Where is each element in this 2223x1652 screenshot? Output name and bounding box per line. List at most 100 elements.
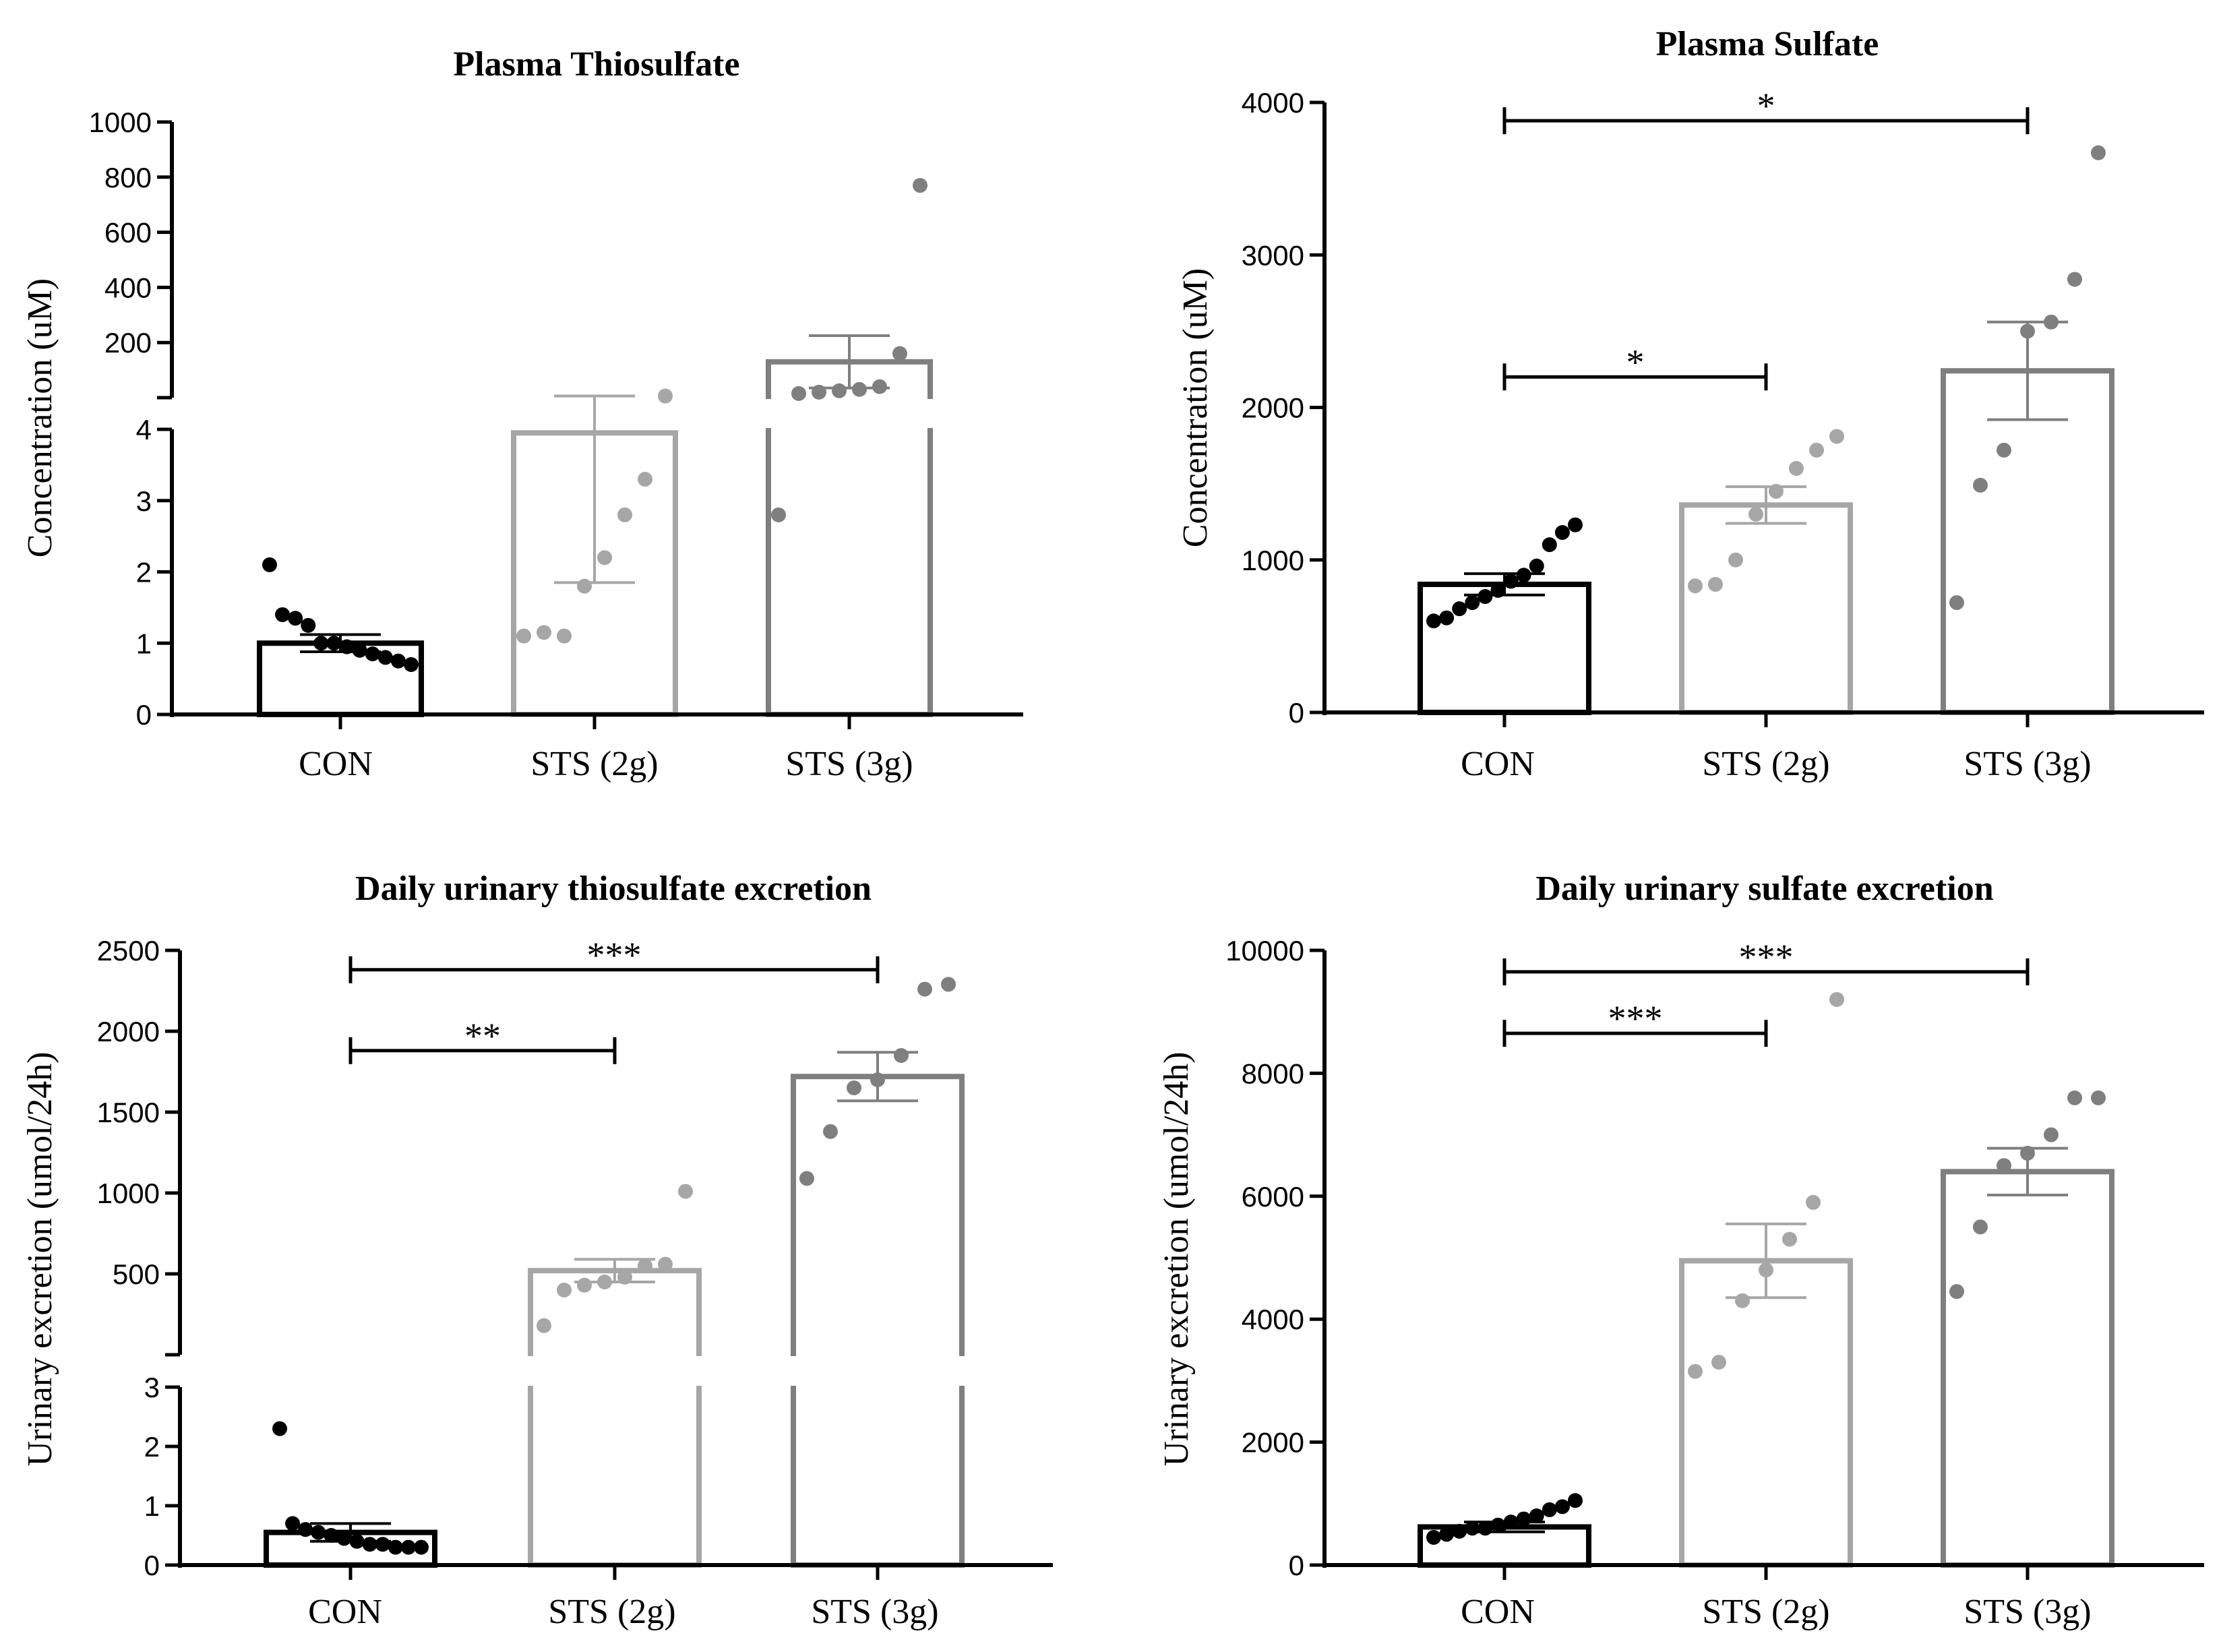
data-point — [1568, 517, 1583, 532]
data-point — [1516, 1511, 1531, 1527]
significance-label: *** — [1739, 937, 1794, 977]
x-tick-label-sts-2g: STS (2g) — [1702, 745, 1829, 783]
data-point — [537, 625, 551, 640]
data-point — [362, 1537, 377, 1552]
y-tick-label: 600 — [104, 217, 152, 249]
data-point — [799, 1171, 814, 1186]
x-tick-label-sts-3g: STS (3g) — [811, 1593, 938, 1631]
bar-1 — [1679, 1258, 1853, 1568]
panel-plasma-thiosulfate: Plasma Thiosulfate Concentration (uM) CO… — [21, 45, 1029, 783]
data-point — [791, 386, 806, 401]
data-point — [617, 1269, 632, 1285]
y-axis-label: Concentration (uM) — [1176, 268, 1215, 547]
data-point — [1997, 1158, 2011, 1173]
data-point — [365, 646, 380, 662]
x-tick-label-con: CON — [1461, 1593, 1535, 1631]
significance-label: * — [1757, 86, 1775, 126]
data-point — [913, 178, 927, 193]
data-point — [1728, 552, 1743, 568]
y-tick-label: 3 — [136, 485, 152, 517]
data-point — [1490, 1517, 1506, 1533]
data-point — [375, 1537, 390, 1552]
data-point — [1568, 1493, 1583, 1508]
y-tick-label: 0 — [1289, 697, 1304, 729]
plot-area: 0 1000 2000 3000 4000 * * — [1242, 86, 2204, 729]
x-tick-label-sts-3g: STS (3g) — [1963, 745, 2091, 783]
data-point — [678, 1184, 693, 1199]
data-point — [1478, 589, 1493, 605]
data-point — [638, 1258, 652, 1273]
y-tick-label: 2500 — [97, 935, 160, 967]
bar-2 — [1941, 368, 2114, 715]
y-tick-label: 2 — [136, 557, 152, 588]
data-point — [537, 1318, 551, 1333]
data-point — [577, 578, 592, 594]
data-point — [2067, 1090, 2082, 1105]
data-point — [852, 381, 867, 397]
y-tick-label: 1 — [136, 628, 152, 659]
y-tick-label: 0 — [1289, 1550, 1304, 1581]
data-point — [1554, 525, 1570, 541]
data-point — [872, 379, 887, 394]
data-point — [1809, 442, 1824, 458]
data-point — [1465, 1521, 1480, 1536]
data-point — [339, 639, 355, 654]
y-tick-label: 2000 — [1242, 392, 1304, 424]
data-point — [1426, 1529, 1441, 1545]
data-point — [336, 1531, 352, 1546]
plot-area: 0 2000 4000 6000 8000 10000 *** *** — [1225, 935, 2204, 1581]
data-point — [1782, 1231, 1797, 1247]
data-point — [1529, 558, 1544, 574]
data-point — [1688, 1364, 1703, 1379]
data-point — [1806, 1194, 1821, 1210]
data-point — [2067, 272, 2082, 287]
data-point — [404, 656, 419, 672]
data-point — [658, 1256, 673, 1272]
y-tick-label: 2 — [144, 1431, 160, 1463]
data-point — [516, 628, 531, 644]
data-point — [1426, 613, 1441, 629]
panel-plasma-sulfate: Plasma Sulfate Concentration (uM) CON ST… — [1176, 25, 2204, 783]
plot-area: 0 1 2 3 4 200 400 600 800 1000 — [89, 106, 1029, 731]
data-point — [1452, 1523, 1467, 1539]
data-point — [2020, 1145, 2035, 1161]
data-point — [941, 977, 956, 992]
y-tick-label: 8000 — [1242, 1058, 1304, 1089]
data-point — [1949, 1284, 1964, 1299]
data-point — [894, 1048, 909, 1063]
y-tick-label: 3000 — [1242, 239, 1304, 271]
x-tick-label-con: CON — [299, 745, 373, 783]
data-point — [2044, 1127, 2059, 1142]
data-point — [597, 1275, 612, 1289]
y-tick-label: 400 — [104, 272, 152, 303]
data-point — [1439, 1527, 1455, 1542]
data-point — [1554, 1499, 1570, 1515]
data-point — [1949, 595, 1964, 611]
significance-label: * — [1626, 342, 1645, 382]
data-point — [1769, 483, 1784, 499]
y-tick-label: 3 — [144, 1372, 160, 1403]
data-point — [1829, 991, 1844, 1007]
data-point — [1503, 574, 1519, 589]
y-tick-label: 6000 — [1242, 1181, 1304, 1213]
y-tick-label: 1000 — [1242, 545, 1304, 576]
x-tick-label-con: CON — [308, 1593, 382, 1631]
data-point — [272, 1421, 287, 1436]
y-tick-label: 200 — [104, 327, 152, 359]
data-point — [262, 557, 277, 572]
y-tick-label: 2000 — [1242, 1427, 1304, 1459]
y-axis-label: Concentration (uM) — [21, 278, 59, 557]
y-tick-label: 4000 — [1242, 1304, 1304, 1335]
data-point — [1735, 1293, 1750, 1308]
data-point — [638, 472, 652, 487]
data-point — [557, 1283, 572, 1297]
y-tick-label: 2000 — [97, 1016, 160, 1047]
y-tick-label: 1500 — [97, 1097, 160, 1128]
data-point — [870, 1072, 885, 1087]
data-point — [1708, 576, 1723, 592]
data-point — [577, 1277, 592, 1293]
data-point — [414, 1539, 429, 1555]
bar-1 — [528, 1268, 702, 1568]
data-point — [1748, 506, 1763, 522]
